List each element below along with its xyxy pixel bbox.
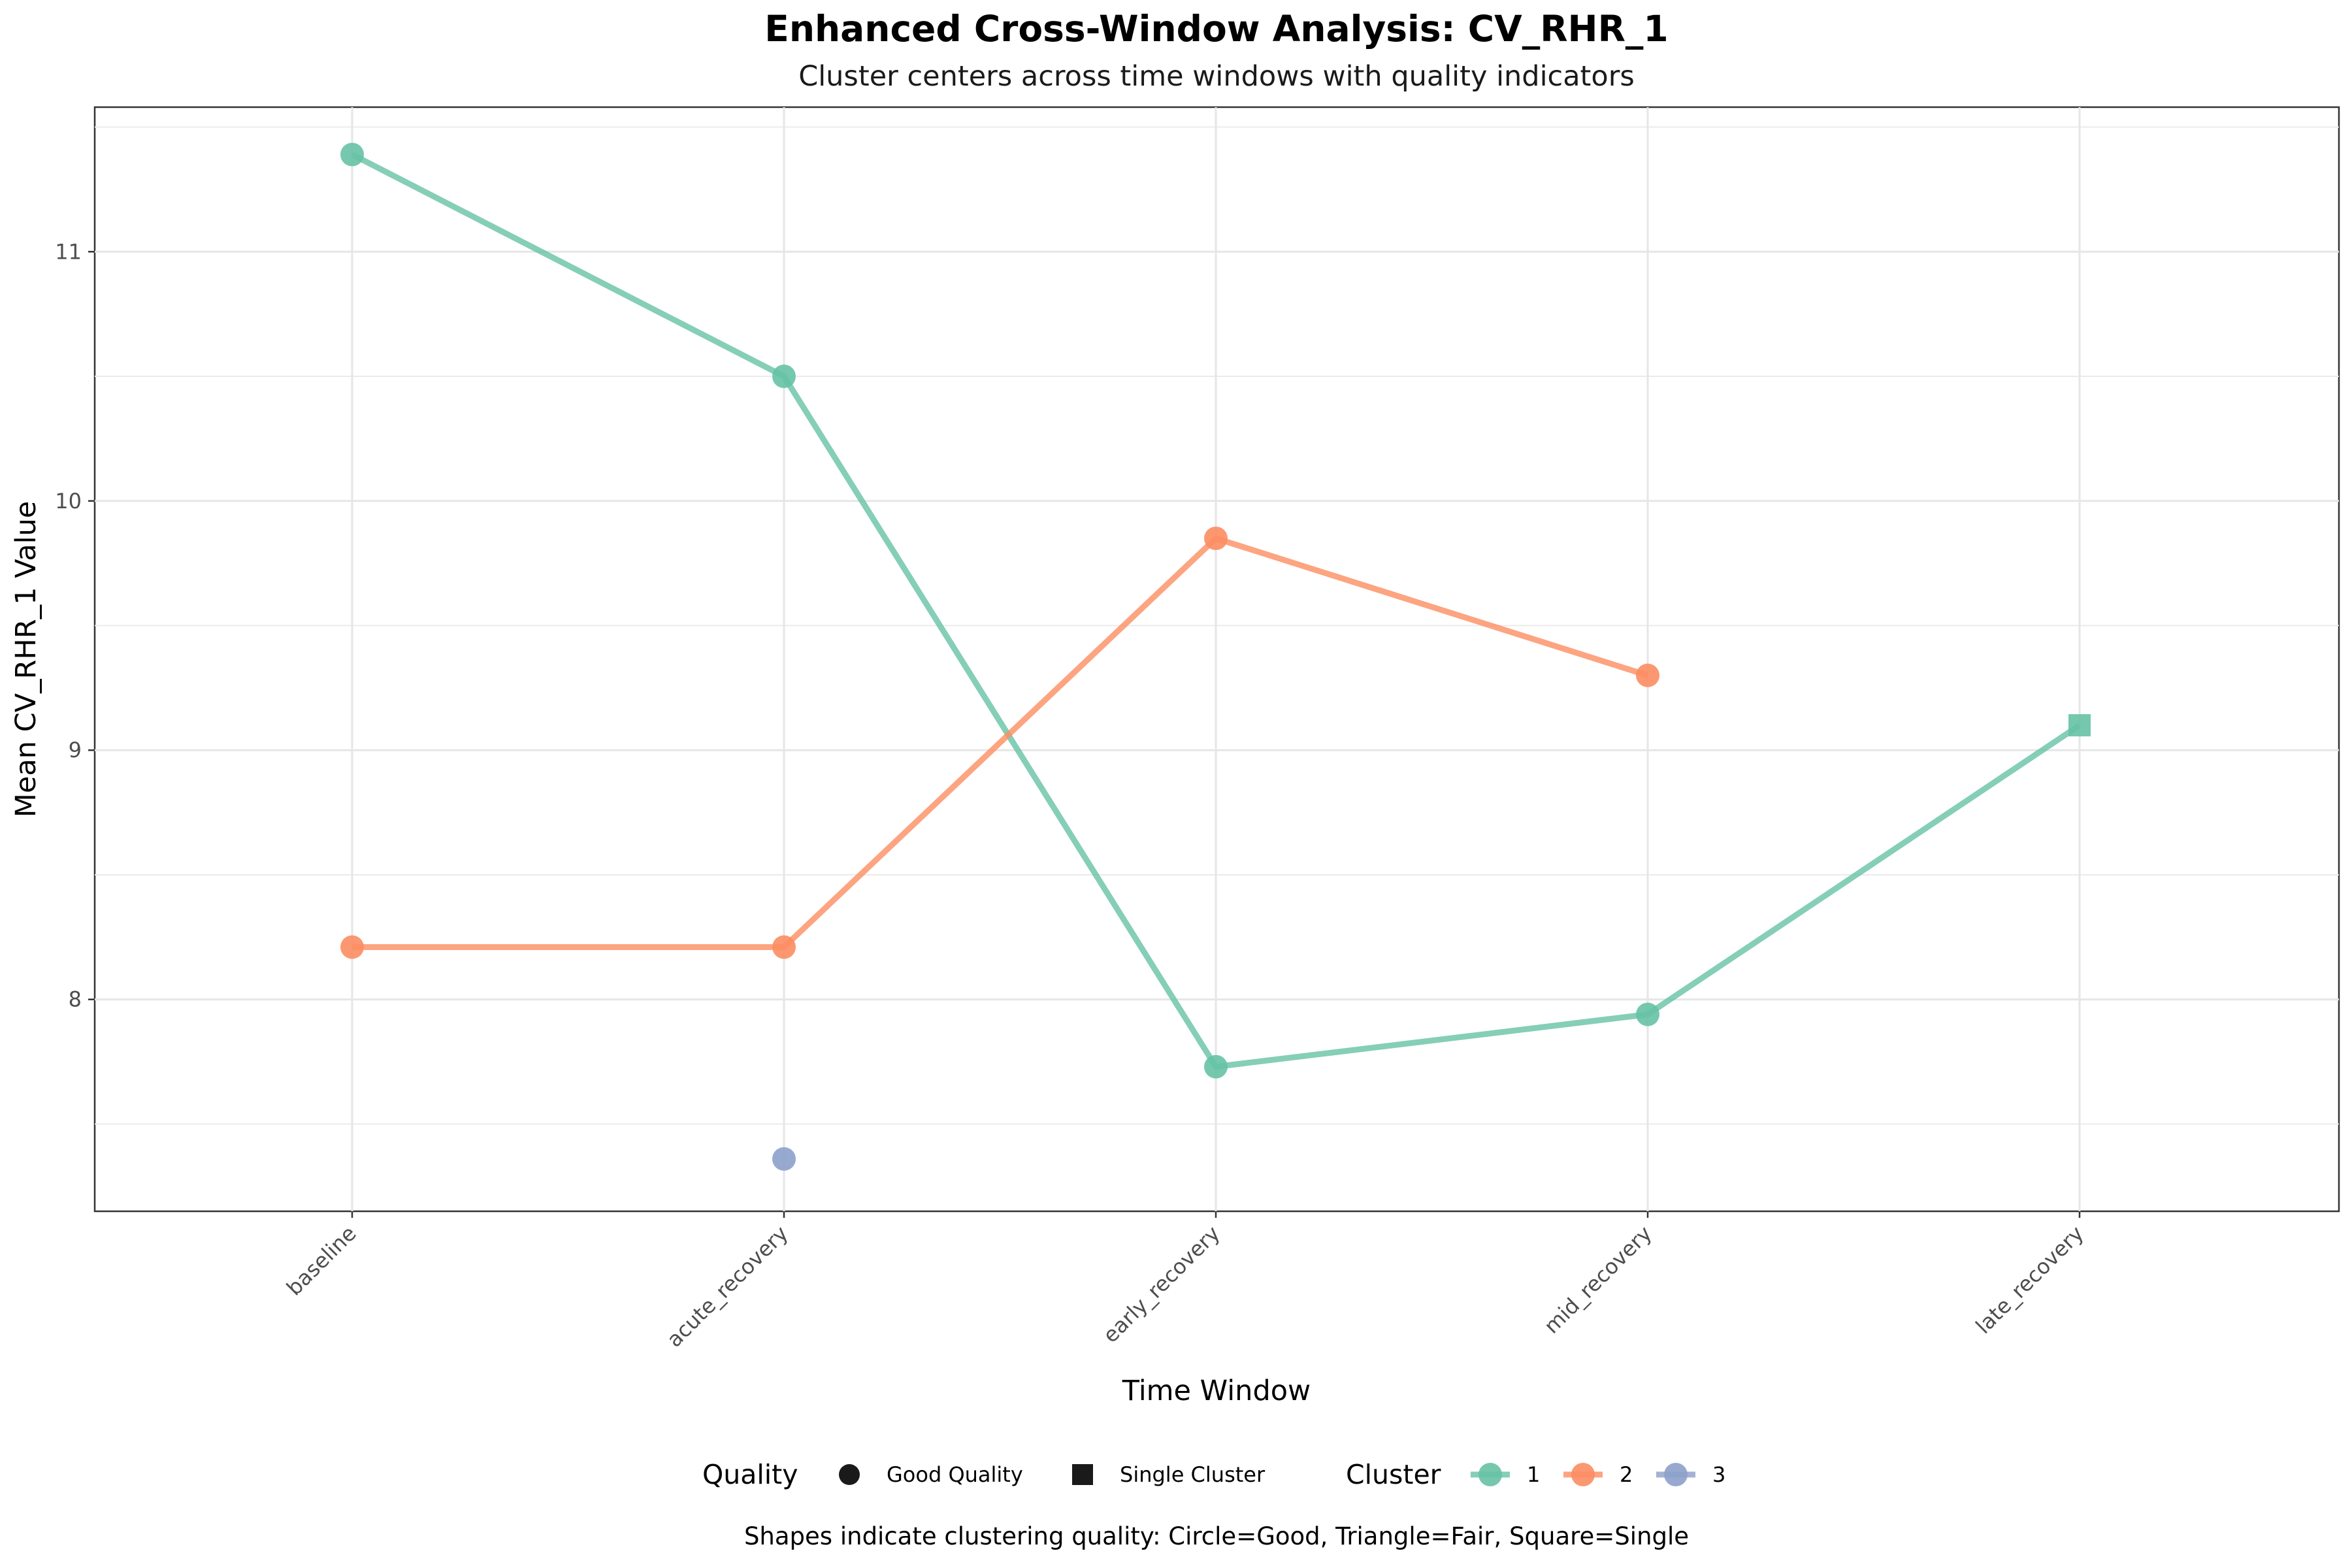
legend-square-icon: [1072, 1464, 1093, 1485]
x-tick-label: baseline: [282, 1221, 361, 1301]
data-point-2: [1636, 663, 1659, 687]
legend-key-point-1: [1478, 1463, 1502, 1486]
chart-title: Enhanced Cross-Window Analysis: CV_RHR_1: [764, 8, 1668, 50]
legend-cluster-label: 2: [1620, 1462, 1633, 1487]
x-tick-label: late_recovery: [1971, 1221, 2089, 1339]
legend-cluster-label: 3: [1712, 1462, 1725, 1487]
data-point-1: [772, 365, 796, 389]
data-point-1: [1204, 1054, 1228, 1079]
data-point-2: [1204, 526, 1228, 550]
legend-circle-icon: [839, 1464, 860, 1485]
y-axis-title: Mean CV_RHR_1 Value: [10, 501, 42, 817]
series-group: [340, 142, 2091, 1171]
legend-quality-title: Quality: [702, 1459, 798, 1490]
grid: [95, 107, 2339, 1211]
data-point-2: [340, 935, 364, 959]
series-line-2: [352, 535, 1649, 951]
legend-key-point-2: [1571, 1463, 1595, 1486]
data-point-1: [2068, 714, 2091, 737]
y-tick-label: 11: [55, 239, 82, 264]
chart-subtitle: Cluster centers across time windows with…: [798, 60, 1635, 93]
x-axis-title: Time Window: [1122, 1375, 1311, 1407]
x-tick-label: mid_recovery: [1539, 1221, 1657, 1339]
legend-key-point-3: [1664, 1463, 1688, 1486]
data-point-1: [340, 142, 364, 167]
legend-quality-label-good: Good Quality: [887, 1462, 1023, 1487]
chart-caption: Shapes indicate clustering quality: Circ…: [744, 1522, 1689, 1550]
data-point-1: [1636, 1002, 1659, 1026]
data-point-2: [772, 935, 796, 959]
x-axis: baseline acute_recovery early_recovery mid_…: [282, 1211, 2089, 1352]
legend-quality-label-single: Single Cluster: [1120, 1462, 1266, 1487]
y-tick-label: 9: [69, 738, 82, 762]
x-tick-label: early_recovery: [1098, 1221, 1225, 1348]
legend: Quality Good Quality Single Cluster Clus…: [702, 1459, 1725, 1490]
legend-cluster-title: Cluster: [1346, 1459, 1441, 1490]
data-point-3: [772, 1147, 796, 1171]
legend-cluster-items: 1 2 3: [1471, 1462, 1725, 1487]
y-tick-label: 8: [69, 987, 82, 1012]
y-tick-label: 10: [55, 489, 82, 514]
y-axis: 8 9 10 11: [55, 239, 95, 1012]
x-tick-label: acute_recovery: [662, 1221, 793, 1352]
legend-cluster-label: 1: [1527, 1462, 1540, 1487]
